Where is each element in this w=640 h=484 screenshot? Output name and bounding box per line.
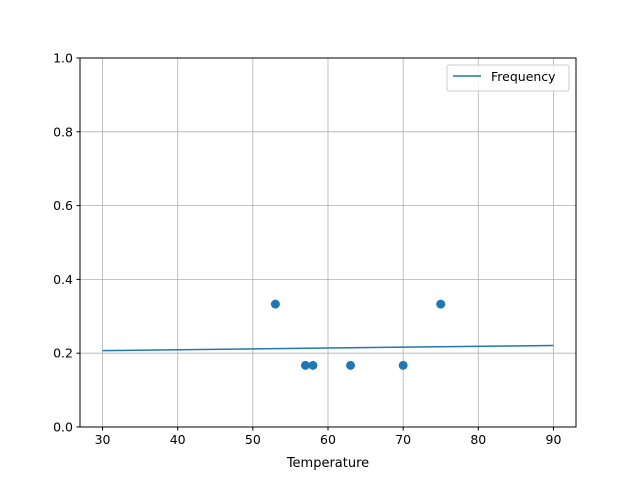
- scatter-point: [308, 360, 318, 370]
- x-tick-label: 40: [170, 432, 186, 447]
- y-tick-label: 0.4: [53, 272, 73, 287]
- legend-label: Frequency: [491, 69, 556, 84]
- plot-marks: [102, 299, 554, 370]
- x-tick-label: 30: [95, 432, 111, 447]
- scatter-point: [270, 299, 280, 309]
- scatter-point: [436, 299, 446, 309]
- x-tick-label: 90: [546, 432, 562, 447]
- x-tick-label: 50: [245, 432, 261, 447]
- x-tick-label: 60: [320, 432, 336, 447]
- frequency-line: [102, 344, 554, 352]
- y-tick-label: 0.6: [53, 198, 73, 213]
- x-axis-label: Temperature: [286, 456, 369, 471]
- x-tick-label: 80: [470, 432, 486, 447]
- legend-box: [446, 64, 570, 92]
- ticks: 30 40 50 60 70 80 90 0.0 0.2 0.4 0.6 0.8 1.0: [53, 51, 561, 448]
- scatter-point: [300, 360, 310, 370]
- y-tick-label: 0.8: [53, 124, 73, 139]
- scatter-point: [346, 360, 356, 370]
- scatter-point: [398, 360, 408, 370]
- y-tick-label: 1.0: [53, 51, 73, 66]
- y-tick-label: 0.0: [53, 420, 73, 435]
- legend: Frequency: [446, 64, 570, 92]
- y-tick-label: 0.2: [53, 346, 73, 361]
- x-tick-label: 70: [395, 432, 411, 447]
